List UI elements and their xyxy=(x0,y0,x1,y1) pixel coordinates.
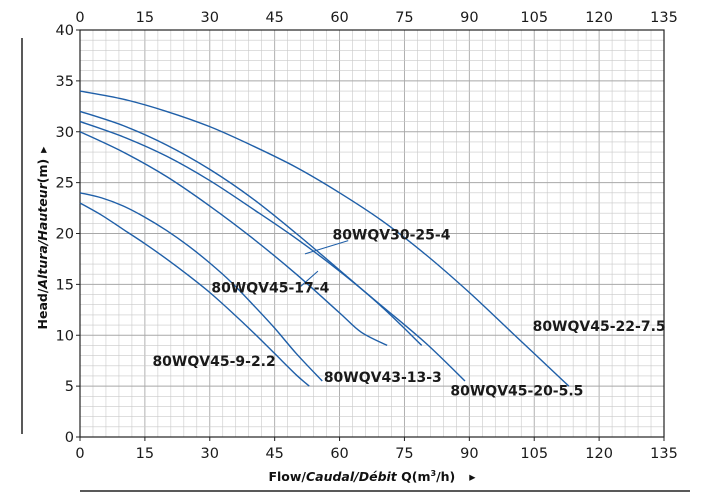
x-tick-label-bottom: 90 xyxy=(460,446,478,462)
y-axis-title: Head/Altura/Hauteur(m) ▸ xyxy=(35,146,50,330)
x-tick-label-top: 30 xyxy=(201,10,219,26)
y-tick-label: 35 xyxy=(56,74,74,90)
x-tick-label-top: 15 xyxy=(136,10,154,26)
y-tick-label: 40 xyxy=(56,23,74,39)
x-tick-label-bottom: 30 xyxy=(201,446,219,462)
series-label: 80WQV45-20-5.5 xyxy=(450,383,583,399)
x-tick-label-bottom: 105 xyxy=(520,446,548,462)
tick-labels: 0015153030454560607575909010510512012013… xyxy=(56,10,678,462)
x-axis-title-superscript: 3 xyxy=(431,469,437,478)
series-line xyxy=(79,131,388,347)
x-tick-label-top: 45 xyxy=(265,10,283,26)
series-label: 80WQV43-13-3 xyxy=(324,370,442,386)
x-axis-title-part-1: Flow/ xyxy=(268,469,306,484)
x-axis-title-part-2: Caudal/Débit xyxy=(306,469,398,484)
series-line xyxy=(79,90,570,387)
x-axis-title-part-5: /h) xyxy=(436,469,455,484)
x-axis-title: Flow/Caudal/Débit Q(m3/h) ▸ xyxy=(268,469,476,484)
x-tick-label-bottom: 15 xyxy=(136,446,154,462)
series-line xyxy=(79,192,323,382)
curves xyxy=(79,90,570,387)
x-tick-label-top: 90 xyxy=(460,10,478,26)
y-axis-title-part-1: Head/ xyxy=(35,288,50,329)
y-tick-label: 10 xyxy=(56,328,74,344)
x-tick-label-bottom: 135 xyxy=(650,446,678,462)
y-tick-label: 0 xyxy=(65,430,74,446)
y-axis-title-part-3: (m) xyxy=(35,159,50,183)
series-label: 80WQV30-25-4 xyxy=(332,228,450,244)
label-pointer-line xyxy=(300,270,319,287)
y-tick-label: 30 xyxy=(56,125,74,141)
series-label: 80WQV45-17-4 xyxy=(211,281,329,297)
x-tick-label-bottom: 75 xyxy=(395,446,413,462)
y-axis-arrow-icon: ▸ xyxy=(35,146,50,153)
y-tick-label: 20 xyxy=(56,227,74,243)
curve-labels: 80WQV30-25-4 80WQV45-17-4 80WQV45-9-2.2 80W… xyxy=(152,228,665,400)
y-tick-label: 15 xyxy=(56,277,74,293)
x-tick-label-top: 105 xyxy=(520,10,548,26)
x-axis-title-part-3: Q(m xyxy=(397,469,431,484)
x-tick-label-bottom: 60 xyxy=(330,446,348,462)
y-tick-label: 25 xyxy=(56,176,74,192)
series-line xyxy=(79,202,310,387)
series-label: 80WQV45-22-7.5 xyxy=(533,319,666,335)
x-tick-label-top: 0 xyxy=(75,10,84,26)
x-tick-label-top: 135 xyxy=(650,10,678,26)
x-tick-label-top: 60 xyxy=(330,10,348,26)
series-label: 80WQV45-9-2.2 xyxy=(152,354,275,370)
x-tick-label-bottom: 120 xyxy=(585,446,613,462)
x-tick-label-top: 120 xyxy=(585,10,613,26)
label-pointer-line xyxy=(304,240,349,255)
x-axis-arrow-icon: ▸ xyxy=(469,469,476,484)
series-line xyxy=(79,120,466,382)
x-tick-label-bottom: 0 xyxy=(75,446,84,462)
x-tick-label-top: 75 xyxy=(395,10,413,26)
x-tick-label-bottom: 45 xyxy=(265,446,283,462)
y-tick-label: 5 xyxy=(65,379,74,395)
y-axis-title-part-2: Altura/Hauteur xyxy=(35,182,50,289)
